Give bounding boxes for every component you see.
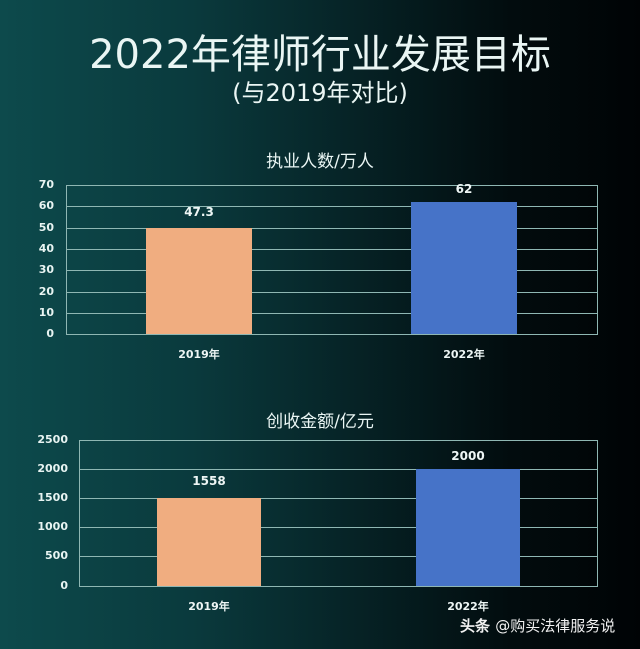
- y-tick: 70: [38, 178, 54, 191]
- y-tick: 500: [45, 549, 68, 562]
- y-tick: 0: [46, 327, 54, 340]
- watermark-platform: 头条: [460, 617, 491, 635]
- y-tick: 10: [38, 306, 54, 319]
- bar-value-label: 2000: [451, 449, 485, 463]
- y-tick: 40: [38, 242, 54, 255]
- x-tick: 2022年: [443, 348, 485, 361]
- bar-2022: [411, 202, 517, 334]
- plot-area: [66, 185, 598, 335]
- bar-2022: [416, 469, 520, 586]
- gridline: [80, 556, 597, 557]
- bar-value-label: 47.3: [184, 205, 214, 219]
- plot-area: [79, 440, 598, 587]
- gridline: [67, 249, 597, 250]
- bar-2019: [157, 498, 261, 586]
- y-tick: 20: [38, 285, 54, 298]
- gridline: [80, 527, 597, 528]
- watermark-handle: @购买法律服务说: [495, 617, 616, 635]
- y-tick: 60: [38, 199, 54, 212]
- gridline: [67, 270, 597, 271]
- gridline: [67, 228, 597, 229]
- x-tick: 2019年: [188, 600, 230, 613]
- gridline: [80, 469, 597, 470]
- gridline: [80, 498, 597, 499]
- y-tick: 1500: [37, 491, 68, 504]
- gridline: [67, 292, 597, 293]
- page-subtitle: (与2019年对比): [232, 79, 408, 107]
- gridline: [67, 206, 597, 207]
- y-tick: 1000: [37, 520, 68, 533]
- watermark: 头条 @购买法律服务说: [460, 615, 615, 636]
- chart-title: 创收金额/亿元: [266, 412, 374, 432]
- x-tick: 2019年: [178, 348, 220, 361]
- y-tick: 0: [60, 579, 68, 592]
- y-tick: 50: [38, 221, 54, 234]
- y-tick: 2000: [37, 462, 68, 475]
- gridline: [67, 313, 597, 314]
- y-tick: 2500: [37, 433, 68, 446]
- x-tick: 2022年: [447, 600, 489, 613]
- page-title: 2022年律师行业发展目标: [89, 32, 551, 78]
- bar-2019: [146, 228, 252, 334]
- bar-value-label: 1558: [192, 474, 226, 488]
- bar-value-label: 62: [455, 182, 473, 196]
- y-tick: 30: [38, 263, 54, 276]
- chart-title: 执业人数/万人: [266, 152, 374, 172]
